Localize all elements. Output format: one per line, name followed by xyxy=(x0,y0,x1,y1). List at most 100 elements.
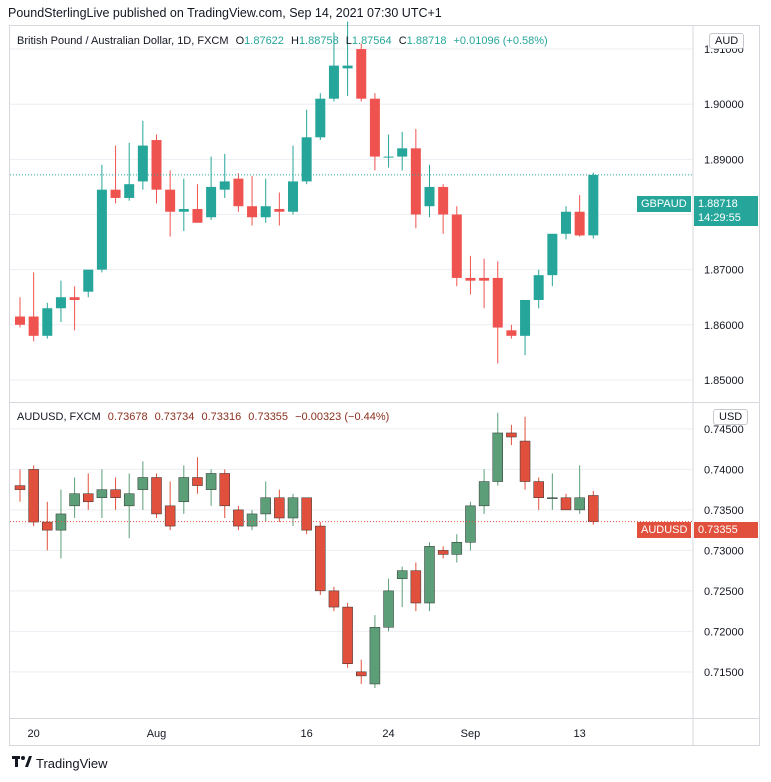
pane1-close-label: C xyxy=(398,35,407,47)
gbpaud-candle-body xyxy=(55,297,66,309)
gbpaud-candle-body xyxy=(274,208,285,212)
gbpaud-candle-body xyxy=(110,189,121,198)
audusd-candle-body xyxy=(301,497,312,531)
pane1-open-label: O xyxy=(235,35,245,47)
gbpaud-candle-body xyxy=(260,206,271,218)
gbpaud-candle-body xyxy=(451,214,462,278)
gbpaud-candle-body xyxy=(83,269,94,292)
audusd-candle-body xyxy=(588,495,599,522)
audusd-candle-body xyxy=(396,570,408,579)
gbpaud-candle-body xyxy=(465,277,476,281)
audusd-candle-body xyxy=(519,440,531,482)
tradingview-logo-icon xyxy=(12,756,32,771)
audusd-candle-body xyxy=(478,481,490,507)
audusd-candle-body xyxy=(151,477,162,515)
gbpaud-candle-body xyxy=(574,211,585,236)
gbpaud-candle-body xyxy=(369,98,380,157)
pane2-close: 0.73355 xyxy=(248,411,289,423)
x-tick-label: Aug xyxy=(147,728,167,740)
gbpaud-candle-body xyxy=(301,137,312,182)
gbpaud-candle-body xyxy=(547,233,558,276)
audusd-candle-body xyxy=(424,546,435,604)
publisher-header: PoundSterlingLive published on TradingVi… xyxy=(8,6,442,20)
pane1-symbol: British Pound / Australian Dollar, 1D, F… xyxy=(17,35,229,47)
pane2-legend: AUDUSD, FXCM 0.73678 0.73734 0.73316 0.7… xyxy=(17,411,393,423)
gbpaud-candle-body xyxy=(42,308,53,336)
x-tick-label: 16 xyxy=(301,728,313,740)
y-tick-label: 0.73000 xyxy=(704,545,744,557)
pane1-high: 1.88758 xyxy=(298,35,339,47)
gbpaud-candle-body xyxy=(438,186,449,215)
gbpaud-candle-body xyxy=(383,156,394,158)
tradingview-footer[interactable]: TradingView xyxy=(12,756,108,771)
audusd-candle-body xyxy=(260,497,271,515)
audusd-candle-body xyxy=(178,477,190,503)
audusd-candle-body xyxy=(342,606,353,664)
y-tick-label: 0.71500 xyxy=(704,667,744,679)
gbpaud-candle-body xyxy=(561,211,571,234)
gbpaud-candle-body xyxy=(178,208,189,212)
audusd-candle-body xyxy=(110,489,121,498)
audusd-candle-body xyxy=(42,521,53,531)
x-tick-label: Sep xyxy=(461,728,481,740)
gbpaud-candle-body xyxy=(315,98,326,138)
audusd-candle-body xyxy=(574,497,585,511)
pane2-change: −0.00323 (−0.44%) xyxy=(295,411,390,423)
pane2-last-price-tag: 0.73355 xyxy=(694,522,758,538)
pane2-high: 0.73734 xyxy=(154,411,195,423)
gbpaud-candle-body xyxy=(165,189,176,212)
audusd-candle-body xyxy=(123,493,135,507)
audusd-candle-body xyxy=(287,497,299,519)
pane2-currency-button[interactable]: USD xyxy=(713,409,749,425)
audusd-candle-body xyxy=(437,550,449,555)
chart-frame xyxy=(9,25,760,746)
gbpaud-candle-body xyxy=(219,181,230,190)
audusd-candle-body xyxy=(383,590,394,628)
audusd-candle-body xyxy=(465,505,476,543)
gbpaud-candle-body xyxy=(233,178,244,207)
gbpaud-candle-body xyxy=(397,148,408,157)
gbpaud-candle-body xyxy=(492,277,503,328)
pane2-symbol-tag: AUDUSD xyxy=(637,522,692,538)
audusd-candle-body xyxy=(410,570,422,604)
pane1-change: +0.01096 (+0.58%) xyxy=(453,35,548,47)
y-tick-label: 0.74000 xyxy=(704,464,744,476)
audusd-candle-body xyxy=(205,473,217,490)
y-tick-label: 1.85000 xyxy=(704,375,744,387)
gbpaud-candle-body xyxy=(206,186,217,218)
y-tick-label: 1.89000 xyxy=(704,154,744,166)
tradingview-brand: TradingView xyxy=(36,756,108,771)
audusd-candle-body xyxy=(506,432,517,438)
audusd-candle-body xyxy=(164,505,176,527)
audusd-candle-body xyxy=(233,509,244,527)
pane1-last-price: 1.88718 xyxy=(698,198,738,210)
pane1-legend: British Pound / Australian Dollar, 1D, F… xyxy=(17,35,552,47)
pane1-close: 1.88718 xyxy=(406,35,447,47)
gbpaud-candle-body xyxy=(151,140,162,190)
gbpaud-candle-body xyxy=(520,299,531,336)
audusd-candle-body xyxy=(96,489,108,498)
pane1-last-price-tag: 1.88718 14:29:55 xyxy=(694,196,758,226)
y-tick-label: 0.74500 xyxy=(704,424,744,436)
pane1-currency-button[interactable]: AUD xyxy=(709,33,745,49)
gbpaud-candle-body xyxy=(328,65,339,99)
gbpaud-candle-body xyxy=(533,275,544,300)
audusd-candle-body xyxy=(533,481,544,498)
gbpaud-candle-body xyxy=(288,181,298,212)
gbpaud-candle-body xyxy=(342,65,353,69)
x-tick-label: 20 xyxy=(28,728,40,740)
gbpaud-candle-body xyxy=(137,145,148,182)
audusd-candle-body xyxy=(219,473,230,507)
gbpaud-candle-body xyxy=(424,186,435,207)
audusd-candle-body xyxy=(547,497,558,499)
audusd-candle-body xyxy=(83,493,94,503)
gbpaud-candle-body xyxy=(588,174,599,236)
gbpaud-candle-body xyxy=(506,330,517,336)
audusd-candle-body xyxy=(69,493,80,507)
audusd-candle-body xyxy=(369,627,381,685)
gbpaud-candle-body xyxy=(124,184,135,198)
y-tick-label: 0.72500 xyxy=(704,586,744,598)
pane2-low: 0.73316 xyxy=(201,411,242,423)
pane1-low: 1.87564 xyxy=(351,35,392,47)
